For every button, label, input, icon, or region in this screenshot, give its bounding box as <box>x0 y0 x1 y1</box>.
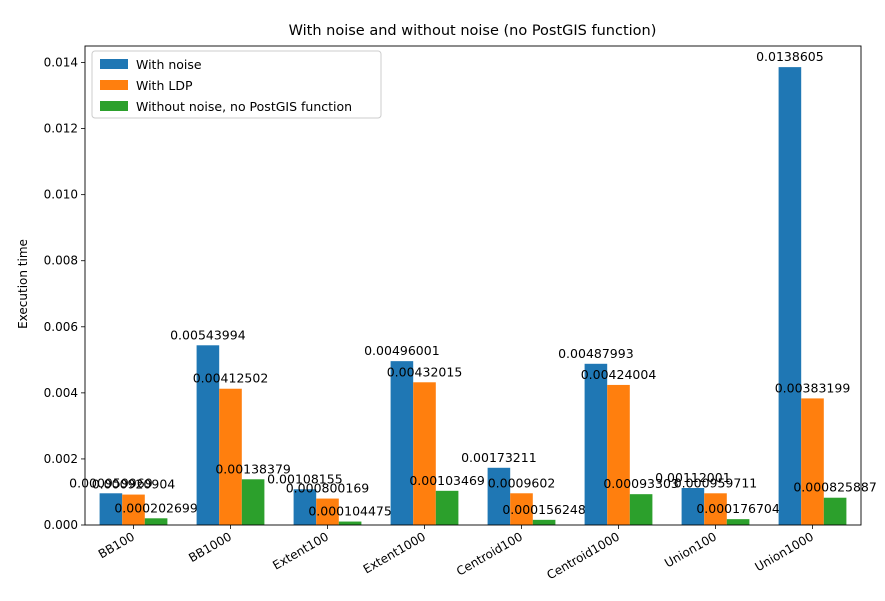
chart-title: With noise and without noise (no PostGIS… <box>289 23 657 39</box>
bar-with-noise <box>681 488 705 525</box>
data-label: 0.0138605 <box>756 49 824 64</box>
bar-with-noise <box>778 67 802 525</box>
bar-with-noise <box>293 489 317 525</box>
bar-without-noise-no-postgis-function <box>532 519 556 525</box>
bar-with-ldp <box>607 384 630 525</box>
bar-with-ldp <box>122 494 145 525</box>
data-label: 0.000825887 <box>793 480 877 495</box>
bar-with-ldp <box>801 398 824 525</box>
y-tick-label: 0.012 <box>44 122 78 136</box>
y-tick-label: 0.002 <box>44 452 78 466</box>
data-label: 0.000176704 <box>696 501 780 516</box>
bar-with-ldp <box>219 388 242 525</box>
legend-swatch <box>100 80 128 90</box>
bar-with-noise <box>487 467 511 525</box>
data-label: 0.00412502 <box>193 371 269 386</box>
bar-without-noise-no-postgis-function <box>629 494 653 525</box>
y-tick-label: 0.014 <box>44 56 78 70</box>
data-label: 0.00138379 <box>215 461 291 476</box>
bar-without-noise-no-postgis-function <box>144 518 168 525</box>
data-label: 0.000959711 <box>674 475 758 490</box>
legend-box <box>91 50 382 119</box>
data-label: 0.000104475 <box>308 504 392 519</box>
bar-without-noise-no-postgis-function <box>338 521 362 525</box>
bar-without-noise-no-postgis-function <box>823 497 847 525</box>
data-label: 0.00112001 <box>655 470 731 485</box>
data-label: 0.000800169 <box>286 481 370 496</box>
data-label: 0.00103469 <box>409 473 485 488</box>
data-label: 0.00543994 <box>170 327 246 342</box>
data-label: 0.0009602 <box>488 475 556 490</box>
bar-without-noise-no-postgis-function <box>241 479 265 525</box>
legend-label: With noise <box>136 57 202 72</box>
data-label: 0.000156248 <box>502 502 586 517</box>
legend-swatch <box>100 59 128 69</box>
data-label: 0.00093303 <box>603 476 679 491</box>
plot-area-frame <box>84 45 862 526</box>
data-label: 0.00383199 <box>775 380 851 395</box>
data-label: 0.000202699 <box>114 500 198 515</box>
bar-without-noise-no-postgis-function <box>726 519 750 525</box>
bar-with-ldp <box>510 493 533 525</box>
bar-with-noise <box>99 493 123 525</box>
bar-with-noise <box>584 363 608 525</box>
y-tick-label: 0.008 <box>44 254 78 268</box>
data-label: 0.000920904 <box>92 477 176 492</box>
data-label: 0.000959969 <box>69 475 153 490</box>
data-label: 0.00108155 <box>267 471 343 486</box>
y-tick-label: 0.010 <box>44 188 78 202</box>
y-tick-label: 0.000 <box>44 518 78 532</box>
y-tick-label: 0.004 <box>44 386 78 400</box>
y-tick-label: 0.006 <box>44 320 78 334</box>
bar-with-ldp <box>316 498 339 525</box>
legend-swatch <box>100 101 128 111</box>
legend-label: With LDP <box>136 78 193 93</box>
bar-with-noise <box>390 361 414 525</box>
data-label: 0.00432015 <box>387 364 463 379</box>
bar-with-noise <box>196 345 220 525</box>
data-label: 0.00424004 <box>581 367 657 382</box>
data-label: 0.00496001 <box>364 343 440 358</box>
y-axis-label: Execution time <box>16 239 30 329</box>
data-label: 0.00487993 <box>558 346 634 361</box>
data-label: 0.00173211 <box>461 450 537 465</box>
bar-with-ldp <box>704 493 727 525</box>
bar-without-noise-no-postgis-function <box>435 490 459 525</box>
legend-label: Without noise, no PostGIS function <box>136 99 352 114</box>
bar-with-ldp <box>413 382 436 525</box>
